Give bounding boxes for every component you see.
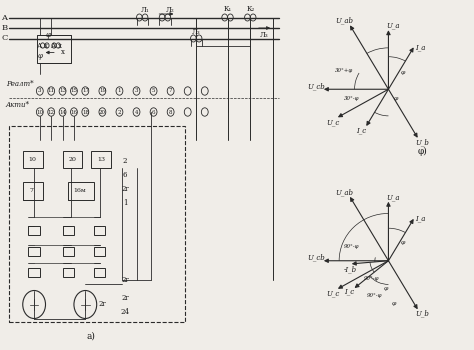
Text: х: х — [58, 42, 62, 49]
Text: 90°-φ: 90°-φ — [367, 293, 383, 299]
Text: U_a: U_a — [386, 193, 400, 201]
Bar — [63, 247, 74, 256]
Text: Акти*: Акти* — [6, 101, 30, 109]
Text: I_c: I_c — [344, 288, 354, 296]
Text: 11: 11 — [48, 89, 55, 93]
Text: U_ab: U_ab — [336, 16, 354, 24]
Text: А: А — [51, 42, 57, 49]
Text: 16м: 16м — [73, 188, 86, 193]
Text: U_c: U_c — [327, 118, 340, 126]
Text: Л₃: Л₃ — [192, 28, 201, 35]
Text: 90°-φ: 90°-φ — [364, 276, 379, 281]
Text: 2г: 2г — [98, 301, 107, 308]
Text: U_cb: U_cb — [308, 82, 325, 90]
Text: 18: 18 — [82, 110, 89, 114]
Text: 24: 24 — [121, 308, 129, 315]
Text: I_c: I_c — [356, 126, 366, 134]
Text: 30°+φ: 30°+φ — [335, 68, 353, 72]
Text: I_a: I_a — [415, 215, 425, 223]
Text: 13: 13 — [97, 157, 105, 162]
Text: 7: 7 — [169, 89, 173, 93]
Bar — [91, 150, 111, 168]
Text: U_a: U_a — [386, 21, 400, 29]
Text: φ: φ — [393, 96, 398, 101]
Text: К₂: К₂ — [246, 5, 255, 13]
Text: 2: 2 — [123, 157, 128, 165]
Bar — [28, 226, 40, 234]
Text: х: х — [44, 42, 47, 49]
Text: Л₁: Л₁ — [141, 7, 149, 14]
Text: 15: 15 — [71, 89, 77, 93]
Text: U_ab: U_ab — [336, 188, 354, 196]
Text: 12: 12 — [48, 110, 55, 114]
Text: 2г: 2г — [121, 276, 129, 284]
Bar — [94, 268, 105, 276]
Bar — [28, 247, 40, 256]
Text: φ: φ — [383, 286, 388, 291]
Text: B: B — [1, 24, 7, 32]
Bar — [37, 35, 71, 63]
Bar — [28, 268, 40, 276]
Text: 20: 20 — [69, 157, 76, 162]
Bar — [63, 226, 74, 234]
Text: 13: 13 — [59, 89, 66, 93]
Text: 90°-φ: 90°-φ — [344, 244, 359, 249]
Text: φ: φ — [37, 52, 42, 60]
Text: φ: φ — [392, 301, 396, 306]
Text: I_a: I_a — [415, 43, 425, 51]
Text: 4: 4 — [135, 110, 138, 114]
Text: Л₂: Л₂ — [166, 7, 175, 14]
Text: Реалт*: Реалт* — [6, 80, 33, 88]
Text: 2: 2 — [118, 110, 121, 114]
Text: 7: 7 — [29, 188, 33, 193]
Text: 17: 17 — [82, 89, 89, 93]
Text: -I_b: -I_b — [344, 266, 357, 274]
Text: К₁: К₁ — [223, 5, 232, 13]
Text: U_c: U_c — [327, 289, 340, 298]
Bar — [63, 150, 82, 168]
Text: φ): φ) — [418, 147, 427, 156]
Text: 6: 6 — [152, 110, 155, 114]
Text: 10: 10 — [29, 157, 36, 162]
Text: А: А — [37, 42, 43, 49]
Bar — [23, 182, 43, 199]
Text: φ: φ — [46, 31, 51, 39]
Bar — [68, 182, 94, 199]
Text: 6: 6 — [123, 171, 128, 179]
Text: а): а) — [87, 331, 95, 341]
Text: 1: 1 — [123, 199, 128, 207]
Text: U_b: U_b — [416, 309, 429, 317]
Bar — [9, 126, 185, 322]
Text: 3: 3 — [135, 89, 138, 93]
Text: 19: 19 — [99, 89, 106, 93]
Text: 2г: 2г — [121, 294, 129, 301]
Text: 16: 16 — [71, 110, 77, 114]
Text: U_b: U_b — [416, 138, 429, 146]
Text: 30°-φ: 30°-φ — [344, 96, 359, 101]
Text: C: C — [1, 35, 8, 42]
Text: φ: φ — [401, 240, 405, 245]
Text: 10: 10 — [36, 110, 43, 114]
Text: φ: φ — [401, 70, 405, 76]
Text: 2г: 2г — [121, 185, 129, 193]
Text: 1: 1 — [118, 89, 121, 93]
Text: х: х — [61, 49, 64, 56]
Text: 8: 8 — [169, 110, 173, 114]
Text: 5: 5 — [152, 89, 155, 93]
Bar — [94, 226, 105, 234]
Bar — [23, 150, 43, 168]
Text: 14: 14 — [59, 110, 66, 114]
Text: 3: 3 — [38, 89, 42, 93]
Text: Л₃: Л₃ — [260, 31, 269, 39]
Bar — [63, 268, 74, 276]
Text: 20: 20 — [99, 110, 106, 114]
Bar — [94, 247, 105, 256]
Text: A: A — [1, 14, 7, 21]
Text: U_cb: U_cb — [308, 254, 325, 262]
